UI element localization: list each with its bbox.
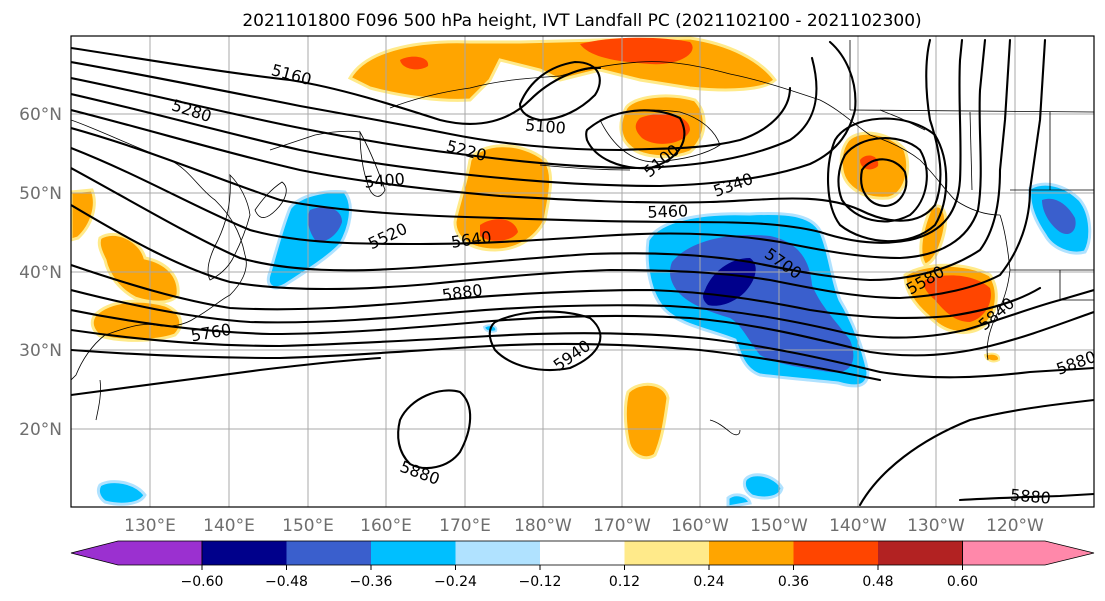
lat-label: 30°N [19, 341, 62, 361]
colorbar-tick-label: 0.12 [609, 574, 640, 590]
colorbar-tick-label: 0.60 [947, 574, 978, 590]
colorbar-frame [201, 540, 963, 566]
colorbar-segment [624, 541, 709, 565]
lat-label: 60°N [19, 105, 62, 125]
positive-anomaly-core [924, 275, 991, 322]
positive-anomaly-core [480, 219, 518, 241]
positive-anomaly-area [97, 232, 180, 304]
colorbar-tick-label: 0.24 [693, 574, 724, 590]
negative-anomaly-core [307, 207, 342, 242]
colorbar-segment [371, 541, 456, 565]
negative-anomaly-peak [703, 258, 756, 306]
latitude-labels: 60°N 50°N 40°N 30°N 20°N [19, 105, 62, 440]
lat-label: 50°N [19, 184, 62, 204]
lon-label: 160°E [360, 516, 412, 536]
colorbar-segment [286, 541, 371, 565]
colorbar-segment [962, 540, 1095, 566]
lon-label: 140°W [829, 516, 887, 536]
colorbar: −0.60 −0.48 −0.36 −0.24 −0.12 0.12 0.24 … [70, 540, 1095, 590]
colorbar-tick-label: −0.48 [265, 574, 308, 590]
map-frame [70, 35, 1095, 508]
colorbar-segment [202, 541, 287, 565]
negative-anomaly-area [726, 493, 752, 507]
colorbar-segment [793, 541, 878, 565]
height-contours [71, 38, 1094, 507]
colorbar-segment [878, 541, 963, 565]
colorbar-tick-label: −0.12 [519, 574, 562, 590]
longitude-labels: 130°E 140°E 150°E 160°E 170°E 180°W 170°… [124, 516, 1044, 536]
positive-anomaly-area [623, 382, 670, 460]
colorbar-tick-label: 0.36 [778, 574, 809, 590]
positive-anomaly-core [400, 56, 429, 70]
contour-label: 5460 [647, 201, 688, 221]
negative-anomaly-area [96, 480, 147, 506]
lon-label: 140°E [203, 516, 255, 536]
colorbar-tick-label: 0.48 [862, 574, 893, 590]
positive-anomaly-core [580, 37, 693, 65]
colorbar-tick-label: −0.60 [181, 574, 224, 590]
contour-label: 5400 [363, 169, 405, 191]
lon-label: 170°E [439, 516, 491, 536]
map-panel: 5160 5280 5220 5100 5100 5400 5340 5460 … [70, 35, 1095, 508]
lat-label: 40°N [19, 263, 62, 283]
colorbar-tick-label: −0.36 [350, 574, 393, 590]
lon-label: 130°E [124, 516, 176, 536]
negative-anomaly-core [1042, 198, 1076, 235]
lon-label: 150°E [282, 516, 334, 536]
contour-label: 5880 [1009, 485, 1051, 507]
negative-anomaly-area [742, 473, 784, 500]
colorbar-ticks [201, 565, 963, 570]
map-title: 2021101800 F096 500 hPa height, IVT Land… [242, 11, 921, 31]
colorbar-tick-label: −0.24 [434, 574, 477, 590]
positive-anomaly-core [635, 114, 690, 144]
colorbar-segment [709, 541, 794, 565]
lon-label: 150°W [750, 516, 808, 536]
contour-label: 5100 [524, 115, 566, 137]
colorbar-segment [540, 541, 625, 565]
lon-label: 120°W [986, 516, 1044, 536]
lat-label: 20°N [19, 420, 62, 440]
lon-label: 130°W [907, 516, 965, 536]
lon-label: 170°W [593, 516, 651, 536]
colorbar-segment [455, 541, 540, 565]
lon-label: 180°W [514, 516, 572, 536]
lon-label: 160°W [671, 516, 729, 536]
colorbar-segment [70, 540, 203, 566]
